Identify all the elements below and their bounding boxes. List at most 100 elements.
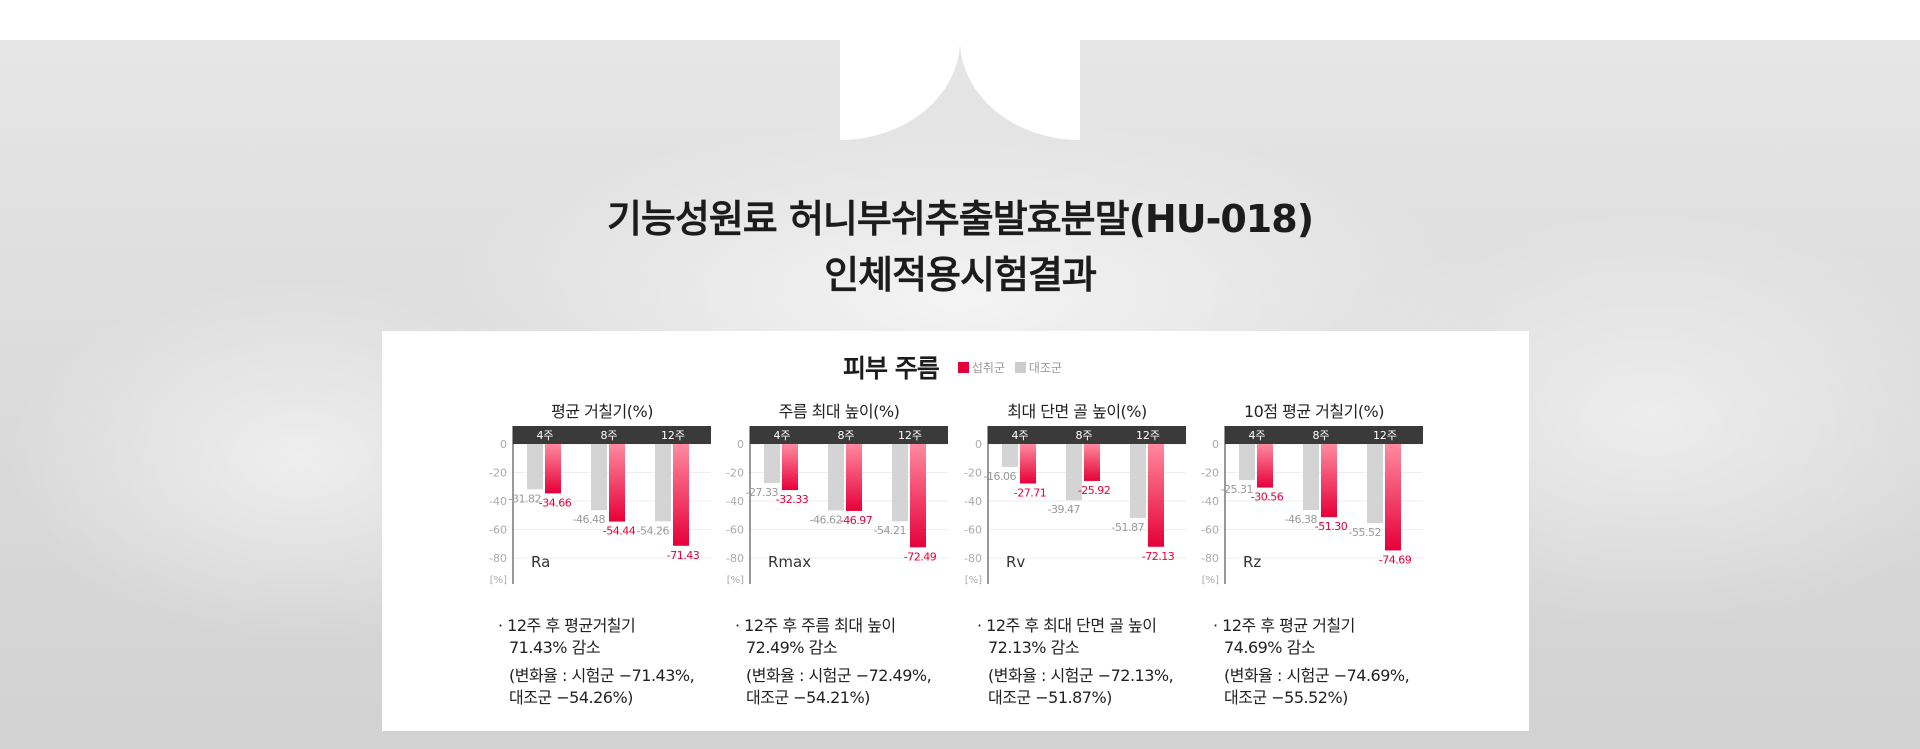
y-tick-label: -20 bbox=[726, 467, 744, 480]
data-label-control: -55.52 bbox=[1349, 526, 1381, 539]
y-tick-label: 0 bbox=[500, 438, 507, 451]
note-control-rate: 대조군 −54.26%) bbox=[509, 688, 633, 707]
y-tick-label: -60 bbox=[489, 524, 507, 537]
y-tick-label: -20 bbox=[489, 467, 507, 480]
y-tick-label: 0 bbox=[737, 438, 744, 451]
result-note-rz: · 12주 후 평균 거칠기 74.69% 감소 (변화율 : 시험군 −74.… bbox=[1213, 615, 1410, 709]
data-label-control: -54.21 bbox=[874, 524, 906, 537]
y-tick-label: -80 bbox=[489, 552, 507, 565]
note-headline: · 12주 후 최대 단면 골 높이 bbox=[977, 616, 1157, 635]
bar-treatment bbox=[673, 444, 689, 546]
category-label: 12주 bbox=[1373, 429, 1397, 442]
panel-title: 피부 주름 bbox=[843, 354, 940, 383]
y-tick-label: -60 bbox=[964, 524, 982, 537]
y-tick-label: -60 bbox=[726, 524, 744, 537]
data-label-treatment: -72.13 bbox=[1142, 550, 1175, 563]
legend-swatch-treatment bbox=[957, 361, 969, 373]
y-tick-label: -20 bbox=[964, 467, 982, 480]
data-label-control: -54.26 bbox=[637, 524, 670, 537]
data-label-treatment: -30.56 bbox=[1251, 491, 1284, 504]
parameter-label: Rz bbox=[1243, 553, 1261, 571]
note-control-rate: 대조군 −51.87%) bbox=[988, 688, 1112, 707]
page-title-line2: 인체적용시험결과 bbox=[824, 253, 1097, 297]
category-label: 4주 bbox=[773, 429, 790, 442]
bar-control bbox=[527, 444, 543, 490]
result-note-rv: · 12주 후 최대 단면 골 높이 72.13% 감소 (변화율 : 시험군 … bbox=[977, 615, 1174, 709]
y-tick-label: -80 bbox=[1201, 552, 1219, 565]
y-tick-label: -40 bbox=[726, 495, 744, 508]
note-reduction: 72.49% 감소 bbox=[746, 638, 838, 657]
bar-treatment bbox=[782, 444, 798, 491]
y-tick-label: [%] bbox=[490, 575, 507, 586]
y-tick-label: 0 bbox=[975, 438, 982, 451]
y-tick-label: -40 bbox=[964, 495, 982, 508]
chart-header-bar bbox=[988, 426, 1186, 444]
chart-header-bar bbox=[1225, 426, 1423, 444]
legend-swatch-control bbox=[1014, 361, 1026, 373]
bar-control bbox=[591, 444, 607, 511]
note-reduction: 74.69% 감소 bbox=[1224, 638, 1316, 657]
bar-control bbox=[1130, 444, 1146, 518]
bar-treatment bbox=[1385, 444, 1401, 551]
data-label-treatment: -32.33 bbox=[776, 493, 809, 506]
note-change-rate: (변화율 : 시험군 −71.43%, bbox=[509, 666, 695, 685]
bar-control bbox=[1367, 444, 1383, 524]
parameter-label: Ra bbox=[531, 553, 550, 571]
data-label-control: -31.82 bbox=[509, 492, 541, 505]
note-headline: · 12주 후 주름 최대 높이 bbox=[735, 616, 896, 635]
data-label-treatment: -72.49 bbox=[904, 550, 937, 563]
y-tick-label: [%] bbox=[1202, 575, 1219, 586]
result-note-ra: · 12주 후 평균거칠기 71.43% 감소 (변화율 : 시험군 −71.4… bbox=[498, 615, 695, 709]
bar-treatment bbox=[1084, 444, 1100, 481]
bar-control bbox=[764, 444, 780, 483]
category-label: 4주 bbox=[536, 429, 553, 442]
note-control-rate: 대조군 −54.21%) bbox=[746, 688, 870, 707]
bar-control bbox=[828, 444, 844, 511]
y-tick-label: -40 bbox=[489, 495, 507, 508]
bar-treatment bbox=[910, 444, 926, 548]
bar-control bbox=[1303, 444, 1319, 511]
category-label: 8주 bbox=[1075, 429, 1092, 442]
category-label: 4주 bbox=[1011, 429, 1028, 442]
y-tick-label: 0 bbox=[1212, 438, 1219, 451]
bar-control bbox=[892, 444, 908, 522]
note-change-rate: (변화율 : 시험군 −72.13%, bbox=[988, 666, 1174, 685]
legend-item-control: 대조군 bbox=[1014, 361, 1062, 375]
data-label-treatment: -27.71 bbox=[1014, 486, 1046, 499]
bar-treatment bbox=[1148, 444, 1164, 547]
result-note-rmax: · 12주 후 주름 최대 높이 72.49% 감소 (변화율 : 시험군 −7… bbox=[735, 615, 932, 709]
data-label-treatment: -51.30 bbox=[1315, 520, 1348, 533]
data-label-control: -46.38 bbox=[1285, 513, 1318, 526]
y-tick-label: -80 bbox=[726, 552, 744, 565]
y-tick-label: -80 bbox=[964, 552, 982, 565]
bar-treatment bbox=[1020, 444, 1036, 484]
data-label-treatment: -71.43 bbox=[667, 549, 700, 562]
bar-treatment bbox=[1321, 444, 1337, 518]
parameter-label: Rv bbox=[1006, 553, 1025, 571]
category-label: 12주 bbox=[1136, 429, 1160, 442]
chart-title-ra: 평균 거칠기(%) bbox=[551, 402, 653, 421]
chart-header-bar bbox=[513, 426, 711, 444]
category-label: 8주 bbox=[1312, 429, 1329, 442]
bar-control bbox=[1066, 444, 1082, 501]
chart-title-rmax: 주름 최대 높이(%) bbox=[778, 402, 900, 421]
chart-title-rz: 10점 평균 거칠기(%) bbox=[1243, 402, 1385, 421]
y-tick-label: [%] bbox=[727, 575, 744, 586]
note-reduction: 72.13% 감소 bbox=[988, 638, 1080, 657]
bar-control bbox=[655, 444, 671, 522]
bar-treatment bbox=[846, 444, 862, 511]
category-label: 8주 bbox=[837, 429, 854, 442]
bar-treatment bbox=[545, 444, 561, 494]
data-label-control: -27.33 bbox=[746, 486, 779, 499]
data-label-treatment: -34.66 bbox=[539, 496, 572, 509]
note-reduction: 71.43% 감소 bbox=[509, 638, 601, 657]
bar-chart-rmax: 0 -20 -40 -60 -80 [%] Rmax 4주 -27.33-32.33 8주 -46.… bbox=[726, 426, 948, 586]
data-label-treatment: -54.44 bbox=[603, 525, 636, 538]
note-control-rate: 대조군 −55.52%) bbox=[1224, 688, 1348, 707]
results-panel: 피부 주름 섭취군 대조군 평균 거칠기(%) 주름 최대 높이(%) 최대 단… bbox=[382, 331, 1529, 731]
panel-header: 피부 주름 섭취군 대조군 bbox=[382, 349, 1529, 385]
bar-control bbox=[1002, 444, 1018, 467]
legend-item-treatment: 섭취군 bbox=[957, 361, 1009, 375]
y-tick-label: -40 bbox=[1201, 495, 1219, 508]
data-label-control: -16.06 bbox=[984, 470, 1017, 483]
